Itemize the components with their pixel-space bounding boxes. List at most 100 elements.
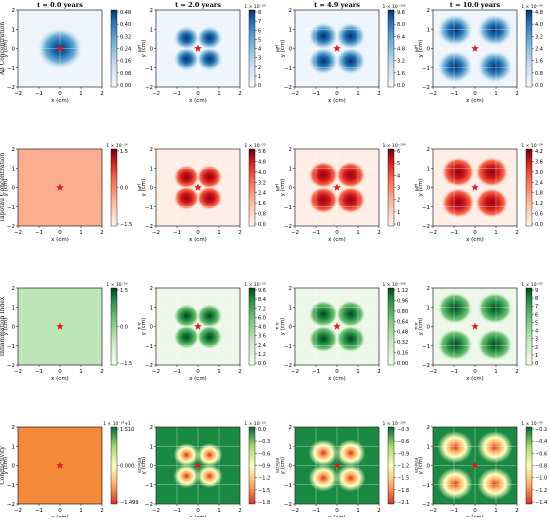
y-tick-label: −2 — [422, 85, 430, 91]
y-tick-label: −1 — [7, 66, 15, 72]
x-axis-label: x (cm) — [189, 376, 207, 382]
y-tick-label: 2 — [150, 425, 154, 431]
y-tick-label: 0 — [427, 464, 431, 470]
y-tick-label: 1 — [289, 305, 293, 311]
colorbar-tick-label: 1.12 — [397, 288, 408, 294]
y-tick-label: −1 — [145, 344, 153, 350]
source-star-marker — [56, 44, 64, 52]
colorbar-tick-label: 4.8 — [397, 47, 405, 53]
colorbar-unit-label: μM — [274, 184, 280, 191]
x-axis-label: x (cm) — [328, 237, 346, 243]
y-tick-label: 0 — [12, 186, 16, 192]
colorbar-scale-label: 1 × 10⁻¹⁰⁹ — [382, 421, 405, 427]
x-tick-label: 2 — [100, 91, 104, 97]
x-tick-label: −1 — [312, 508, 320, 514]
colorbar-scale-label: 1 × 10⁻²⁴ — [521, 143, 542, 149]
concentration-blob-3 — [437, 467, 473, 500]
concentration-blob-1 — [173, 26, 200, 50]
concentration-blob-2 — [196, 464, 223, 488]
y-tick-label: −2 — [7, 85, 15, 91]
y-tick-label: −2 — [284, 363, 292, 369]
colorbar — [110, 287, 118, 366]
y-tick-label: −2 — [7, 224, 15, 230]
y-axis-label: y (cm) — [141, 40, 147, 58]
colorbar-tick-label: 4.0 — [535, 22, 543, 28]
colorbar-tick-label: −0.2 — [535, 427, 547, 433]
colorbar-tick-label: 1 — [397, 210, 400, 216]
concentration-blob-2 — [477, 50, 513, 83]
y-tick-label: 1 — [150, 166, 154, 172]
colorbar-tick-label: −0.8 — [535, 464, 547, 470]
source-star-marker — [194, 183, 202, 191]
colorbar-tick-label: 0.0 — [120, 186, 128, 192]
concentration-blob-2 — [477, 467, 513, 500]
y-axis-label: y (cm) — [280, 40, 286, 58]
concentration-blob-0 — [196, 26, 223, 50]
colorbar-tick-label: 4.8 — [258, 325, 266, 331]
y-tick-label: −2 — [284, 502, 292, 508]
plot-area — [156, 149, 240, 226]
source-star-marker — [471, 322, 479, 330]
concentration-blob-3 — [441, 187, 475, 219]
y-tick-label: 2 — [12, 286, 16, 292]
x-tick-label: −2 — [429, 230, 437, 236]
x-tick-label: 0 — [196, 91, 200, 97]
colorbar-tick-label: 0.0 — [535, 222, 543, 228]
y-tick-label: −1 — [7, 344, 15, 350]
y-tick-label: −2 — [145, 502, 153, 508]
x-tick-label: 2 — [515, 230, 519, 236]
colorbar-tick-label: 9.6 — [397, 10, 405, 16]
y-tick-label: 2 — [150, 147, 154, 153]
y-tick-label: −1 — [422, 66, 430, 72]
source-star-marker — [471, 44, 479, 52]
colorbar-tick-label: 4 — [258, 47, 261, 53]
colorbar-tick-label: −1.5 — [258, 488, 270, 494]
x-axis-label: x (cm) — [466, 376, 484, 382]
colorbar-tick-label: 0.8 — [258, 212, 266, 218]
panel-r0-c1: −2 −1 0 1 2 −2 −1 0 1 2 x (cm) y (cm) 8 7 6 5 4 3 2 1 0 1 × 1… — [141, 4, 280, 104]
y-tick-label: −1 — [145, 205, 153, 211]
colorbar-tick-label: 5.6 — [258, 149, 266, 155]
colorbar — [110, 426, 118, 505]
concentration-blob-0 — [196, 165, 223, 189]
panel-r0-c0: −2 −1 0 1 2 −2 −1 0 1 2 x (cm) y (cm) 0.48 0.40 0.32 0.… — [3, 8, 142, 104]
colorbar — [248, 148, 256, 227]
concentration-blob-1 — [437, 292, 473, 325]
colorbar — [525, 9, 533, 88]
x-tick-label: 1 — [217, 91, 221, 97]
x-tick-label: −1 — [450, 369, 458, 375]
x-tick-label: −1 — [173, 369, 181, 375]
x-tick-label: 0 — [58, 230, 62, 236]
y-axis-label: y (cm) — [141, 318, 147, 336]
column-title: t = 2.0 years — [175, 1, 221, 9]
concentration-blob-3 — [308, 325, 339, 353]
colorbar — [387, 426, 395, 505]
x-axis-label: x (cm) — [51, 237, 69, 243]
y-tick-label: 1 — [427, 305, 431, 311]
concentration-blob-1 — [308, 300, 339, 328]
concentration-blob-0 — [477, 14, 513, 47]
plot-area — [156, 10, 240, 87]
colorbar-tick-label: 0.0 — [397, 83, 405, 89]
y-tick-label: 0 — [150, 186, 154, 192]
colorbar-tick-label: 3 — [397, 186, 400, 192]
colorbar-unit-label: mS/cm — [413, 458, 419, 474]
colorbar-tick-label: 0.0 — [258, 427, 266, 433]
concentration-blob-1 — [441, 156, 475, 188]
colorbar-tick-label: 2.4 — [535, 180, 543, 186]
x-tick-label: 0 — [335, 508, 339, 514]
y-axis-label: y (cm) — [418, 179, 424, 197]
colorbar-unit-label: μM — [413, 45, 419, 52]
x-tick-label: 0 — [196, 508, 200, 514]
y-axis-label: y (cm) — [3, 457, 9, 475]
x-tick-label: −2 — [14, 230, 22, 236]
x-tick-label: −1 — [450, 508, 458, 514]
plot-area — [156, 288, 240, 365]
y-tick-label: 2 — [12, 147, 16, 153]
y-tick-label: −2 — [145, 85, 153, 91]
colorbar-tick-label: 3 — [258, 56, 261, 62]
y-tick-label: −2 — [422, 502, 430, 508]
y-axis-label: y (cm) — [418, 40, 424, 58]
y-axis-label: y (cm) — [141, 179, 147, 197]
